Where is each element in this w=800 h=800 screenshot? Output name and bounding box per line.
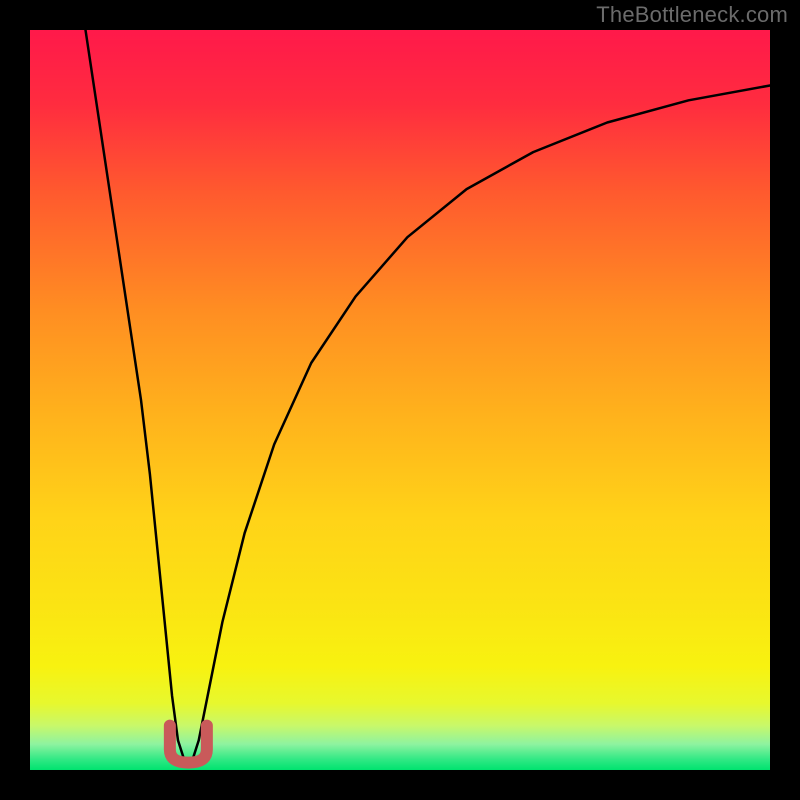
watermark-text: TheBottleneck.com bbox=[596, 2, 788, 28]
bottleneck-chart bbox=[0, 0, 800, 800]
chart-stage: TheBottleneck.com bbox=[0, 0, 800, 800]
